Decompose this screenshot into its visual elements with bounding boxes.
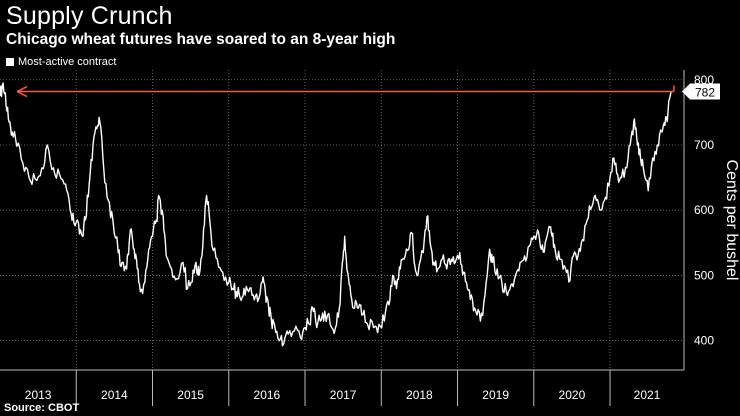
y-tick-label: 600	[694, 203, 714, 217]
source-note: Source: CBOT	[4, 402, 80, 414]
x-tick-label: 2016	[254, 388, 281, 402]
x-tick-label: 2013	[25, 388, 52, 402]
x-tick-label: 2015	[177, 388, 204, 402]
x-tick-label: 2018	[406, 388, 433, 402]
y-axis: 400 500 600 700 800 Cents per bushel	[683, 70, 740, 370]
legend-label: Most-active contract	[18, 56, 117, 68]
series-layer	[0, 82, 672, 347]
x-tick-label: 2021	[634, 388, 661, 402]
legend: Most-active contract	[6, 56, 116, 68]
y-tick-label: 800	[694, 73, 714, 87]
gridlines	[0, 70, 684, 370]
reference-arrowhead	[16, 85, 28, 98]
y-tick-label: 500	[694, 268, 714, 282]
x-tick-label: 2014	[101, 388, 128, 402]
y-axis-title: Cents per bushel	[723, 160, 740, 281]
x-axis: 2013 2014 2015 2016 2017 2018 2019 2020 2021	[0, 369, 684, 406]
value-callout-label: 782	[695, 86, 715, 100]
y-tick-label: 700	[694, 138, 714, 152]
x-tick-label: 2020	[559, 388, 586, 402]
chart-subtitle: Chicago wheat futures have soared to an …	[6, 31, 396, 48]
series-line	[0, 82, 672, 347]
x-tick-label: 2019	[482, 388, 509, 402]
reference-layer: 782	[16, 83, 720, 100]
legend-swatch	[6, 58, 14, 66]
chart-title: Supply Crunch	[6, 2, 173, 30]
x-tick-label: 2017	[330, 388, 357, 402]
value-callout-box	[682, 83, 720, 100]
y-tick-label: 400	[694, 334, 714, 348]
